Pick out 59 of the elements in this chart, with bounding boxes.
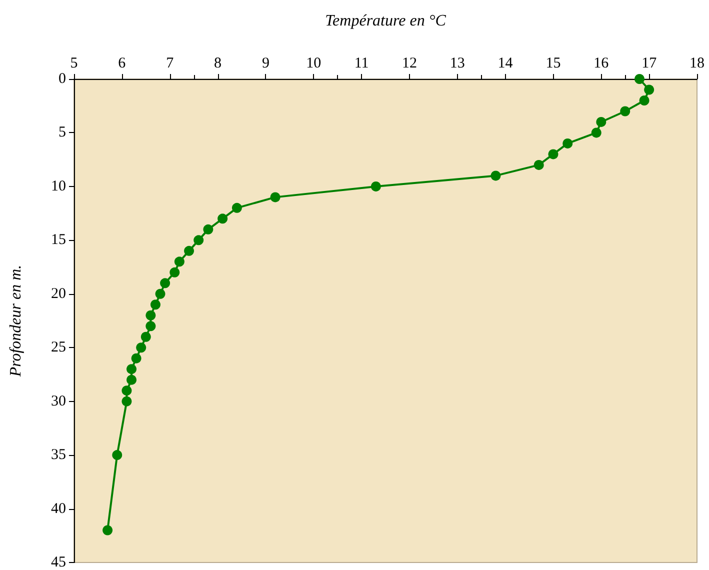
point [639, 95, 650, 106]
y-tick-label: 40 [51, 500, 66, 517]
x-tick-label: 16 [594, 56, 610, 72]
y-tick-label: 35 [51, 447, 66, 464]
y-tick-label: 10 [51, 178, 66, 194]
point [270, 192, 280, 202]
x-tick-label: 11 [354, 56, 369, 72]
x-tick-label: 8 [214, 56, 222, 72]
point [136, 342, 146, 353]
point [232, 202, 242, 213]
point [634, 74, 644, 84]
point [122, 386, 132, 396]
point [112, 450, 122, 460]
x-tick-label: 9 [262, 56, 270, 72]
point [155, 288, 166, 299]
point [146, 310, 156, 320]
point [184, 246, 194, 256]
x-tick-label: 6 [118, 56, 126, 72]
x-tick-label: 15 [546, 56, 561, 72]
point [126, 364, 137, 374]
point [140, 332, 151, 342]
point [218, 214, 228, 224]
x-axis-title: Température en °C [325, 12, 446, 30]
point [131, 353, 142, 364]
point [146, 321, 156, 332]
y-tick-label: 30 [51, 393, 66, 410]
point [203, 224, 214, 234]
x-tick-label: 17 [642, 56, 658, 72]
x-tick-label: 10 [306, 56, 322, 72]
x-tick-label: 12 [402, 56, 417, 72]
point [548, 149, 558, 160]
point [194, 235, 204, 246]
x-tick-label: 18 [690, 56, 704, 72]
point [160, 278, 170, 288]
point [174, 256, 184, 267]
y-tick-label: 25 [51, 340, 66, 356]
y-tick-label: 5 [58, 124, 66, 141]
point [644, 84, 654, 95]
x-tick-label: 5 [70, 56, 78, 72]
x-tick-label: 14 [498, 56, 514, 72]
point [591, 128, 602, 138]
y-tick-label: 0 [58, 71, 66, 87]
point [102, 525, 113, 536]
y-axis-title: Profondeur en m. [8, 264, 24, 378]
y-tick-label: 15 [51, 232, 66, 248]
x-tick-label: 13 [450, 56, 465, 72]
point [490, 170, 501, 181]
y-tick-label: 45 [51, 554, 66, 570]
point [534, 160, 544, 170]
point [370, 181, 381, 192]
point [126, 374, 137, 385]
point [562, 138, 573, 148]
y-tick-label: 20 [51, 286, 66, 302]
x-tick-label: 7 [166, 56, 174, 72]
point [170, 267, 180, 278]
point [596, 116, 606, 127]
point [150, 300, 160, 310]
point [122, 396, 132, 406]
point [620, 106, 630, 116]
